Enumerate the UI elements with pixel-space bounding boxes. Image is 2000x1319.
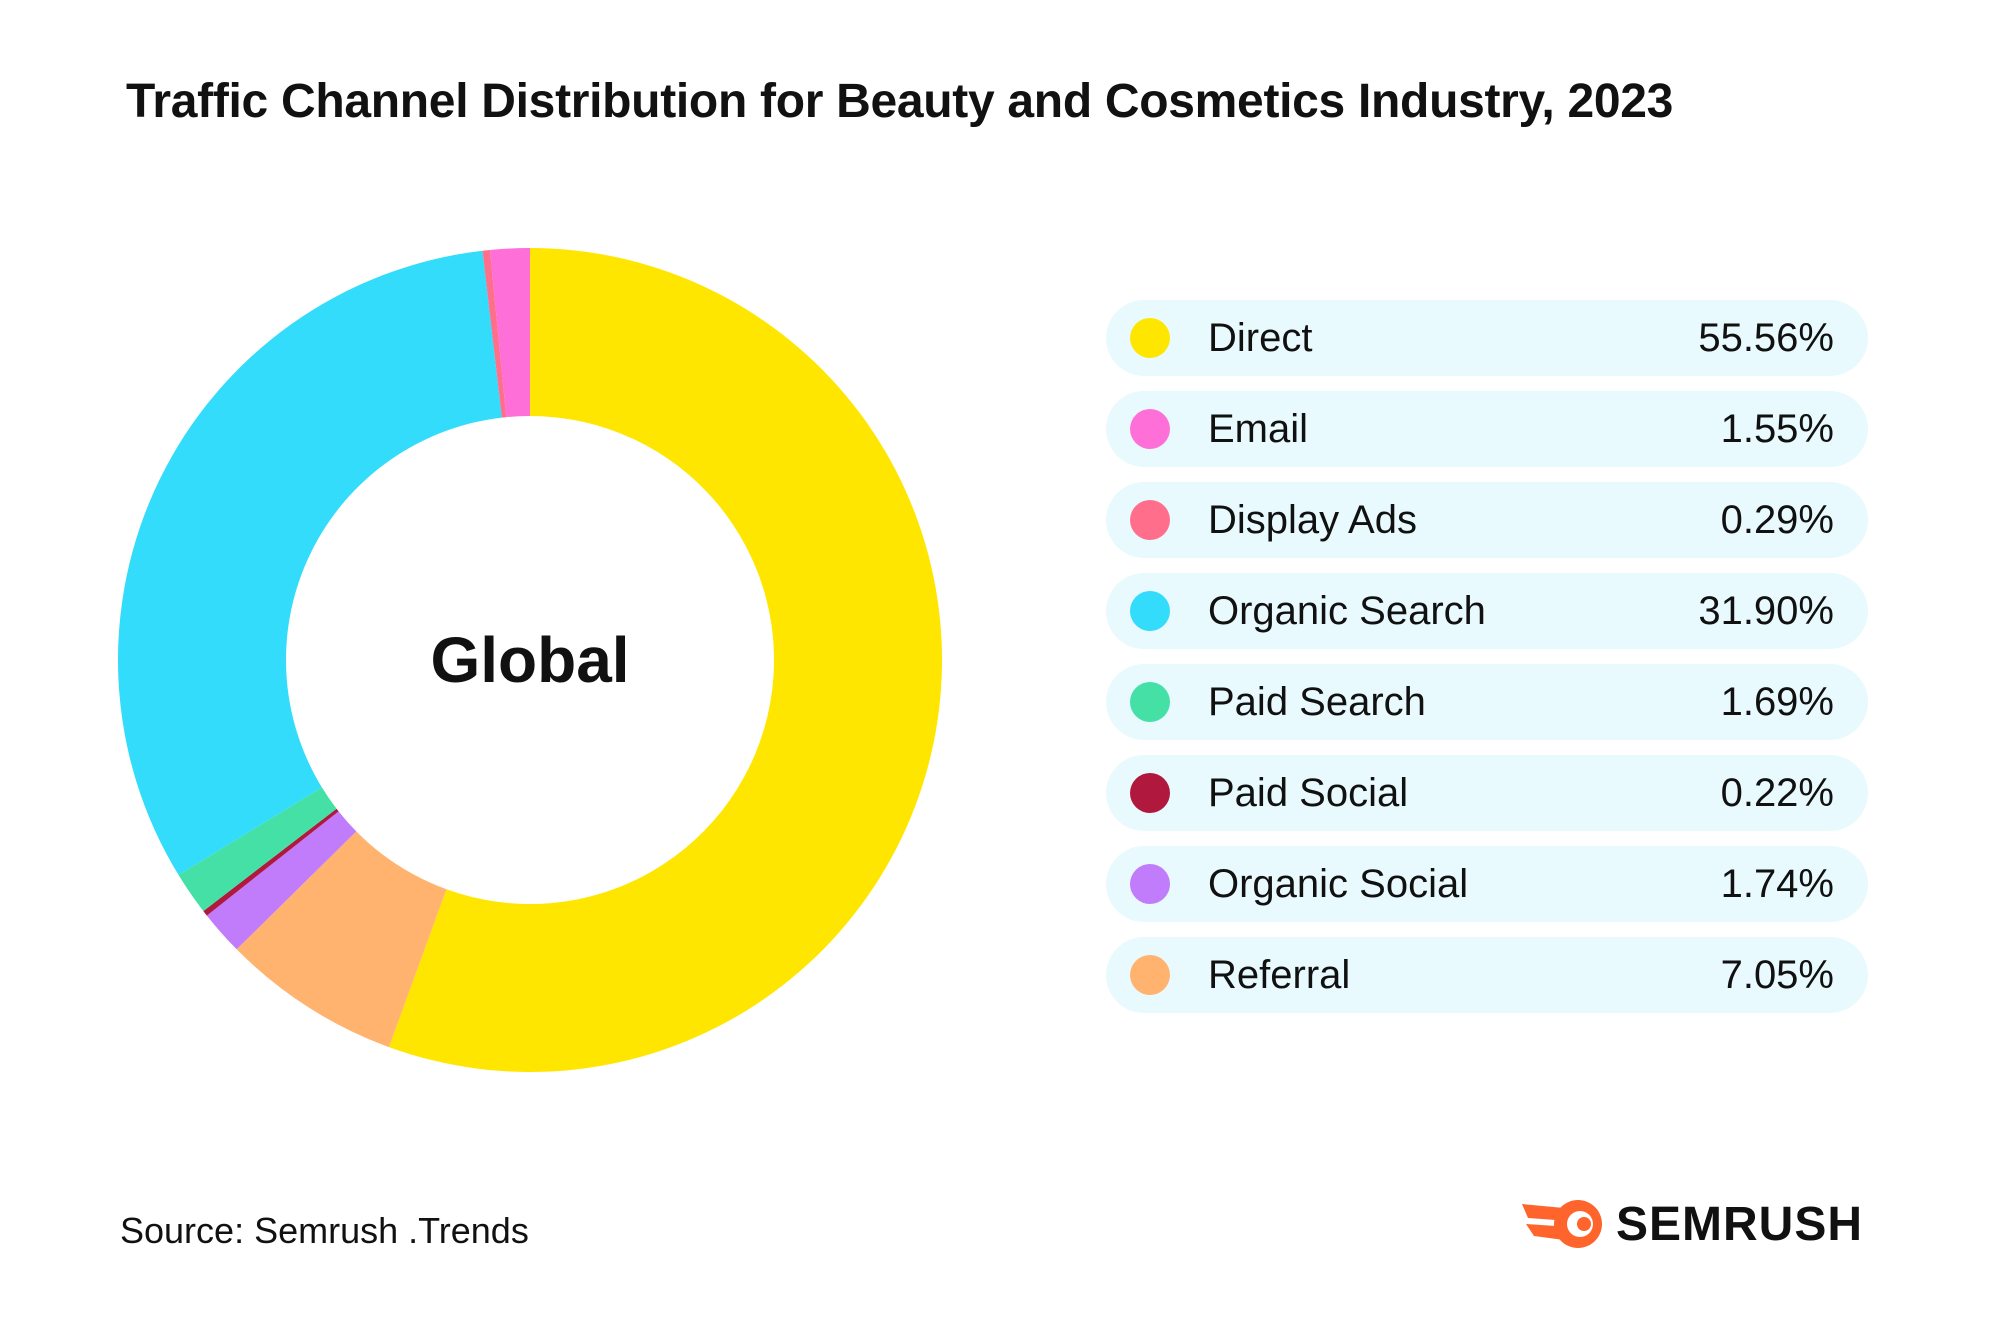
legend-swatch-display-ads — [1130, 500, 1170, 540]
legend-item-email: Email 1.55% — [1106, 391, 1868, 467]
donut-slice-referral — [236, 831, 447, 1048]
legend-label: Email — [1208, 406, 1309, 451]
legend-value: 1.55% — [1720, 406, 1834, 451]
legend-swatch-paid-social — [1130, 773, 1170, 813]
legend-label: Organic Search — [1208, 588, 1486, 633]
legend-label: Paid Search — [1208, 679, 1426, 724]
legend-label: Organic Social — [1208, 861, 1469, 906]
donut-slice-display-ads — [482, 249, 507, 418]
legend-item-display-ads: Display Ads 0.29% — [1106, 482, 1868, 558]
legend-value: 0.22% — [1720, 770, 1834, 815]
legend-item-paid-search: Paid Search 1.69% — [1106, 664, 1868, 740]
legend-swatch-organic-social — [1130, 864, 1170, 904]
legend-value: 31.90% — [1698, 588, 1834, 633]
semrush-flame-icon — [1522, 1200, 1602, 1248]
legend-label: Referral — [1208, 952, 1351, 997]
legend-swatch-paid-search — [1130, 682, 1170, 722]
legend-item-direct: Direct 55.56% — [1106, 300, 1868, 376]
legend-item-referral: Referral 7.05% — [1106, 937, 1868, 1013]
donut-slice-direct — [388, 248, 942, 1072]
legend-label: Direct — [1208, 315, 1313, 360]
donut-slice-email — [489, 248, 530, 418]
legend-item-paid-social: Paid Social 0.22% — [1106, 755, 1868, 831]
legend-value: 55.56% — [1698, 315, 1834, 360]
semrush-logo-text: SEMRUSH — [1616, 1197, 1864, 1251]
legend-value: 1.74% — [1720, 861, 1834, 906]
chart-legend: Direct 55.56% Email 1.55% Display Ads 0.29% Or… — [1106, 300, 1868, 1028]
semrush-logo: SEMRUSH — [1520, 1196, 1863, 1252]
source-note: Source: Semrush .Trends — [120, 1210, 529, 1251]
legend-item-organic-social: Organic Social 1.74% — [1106, 846, 1868, 922]
legend-swatch-direct — [1130, 318, 1170, 358]
legend-label: Paid Social — [1208, 770, 1409, 815]
donut-slice-paid-search — [178, 787, 337, 912]
legend-swatch-referral — [1130, 955, 1170, 995]
legend-item-organic-search: Organic Search 31.90% — [1106, 573, 1868, 649]
donut-slice-organic-social — [206, 811, 357, 950]
donut-slice-paid-social — [203, 808, 339, 916]
donut-chart — [118, 248, 942, 1072]
legend-value: 0.29% — [1720, 497, 1834, 542]
legend-value: 7.05% — [1720, 952, 1834, 997]
legend-swatch-organic-search — [1130, 591, 1170, 631]
chart-title: Traffic Channel Distribution for Beauty … — [126, 75, 1674, 128]
legend-swatch-email — [1130, 409, 1170, 449]
donut-slice-organic-search — [118, 250, 502, 876]
legend-value: 1.69% — [1720, 679, 1834, 724]
legend-label: Display Ads — [1208, 497, 1417, 542]
